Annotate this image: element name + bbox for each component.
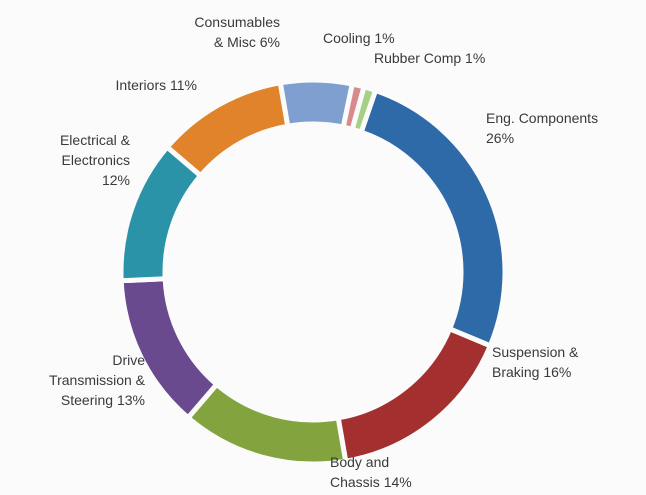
value-label: 12% <box>101 172 130 188</box>
value-label: 16% <box>543 364 572 380</box>
donut-slice <box>358 87 508 350</box>
category-label: Body and Chassis <box>330 454 390 490</box>
donut-slice <box>163 79 291 180</box>
donut-slice <box>335 325 494 465</box>
slice-label: Drive Transmission & Steering 13% <box>30 350 145 410</box>
category-label: Suspension & Braking <box>492 344 579 380</box>
category-label: Electrical & Electronics <box>59 132 130 168</box>
category-label: Consumables & Misc <box>194 14 280 50</box>
slice-label: Suspension & Braking 16% <box>492 342 602 382</box>
slice-label: Cooling 1% <box>323 28 413 48</box>
category-label: Drive Transmission & Steering <box>49 352 145 408</box>
slice-label: Rubber Comp 1% <box>374 48 504 68</box>
value-label: 14% <box>383 474 412 490</box>
value-label: 13% <box>116 392 145 408</box>
slice-label: Electrical & Electronics 12% <box>40 130 130 190</box>
category-label: Interiors <box>115 77 167 93</box>
slice-label: Interiors 11% <box>70 75 197 95</box>
category-label: Eng. Components <box>486 110 599 126</box>
donut-slice <box>277 77 356 131</box>
value-label: 26% <box>486 130 515 146</box>
value-label: 6% <box>259 34 280 50</box>
value-label: 1% <box>374 30 395 46</box>
slice-label: Body and Chassis 14% <box>330 452 420 492</box>
value-label: 11% <box>170 77 197 93</box>
donut-slice <box>184 380 349 467</box>
category-label: Cooling <box>323 30 371 46</box>
category-label: Rubber Comp <box>374 50 462 66</box>
slice-label: Eng. Components 26% <box>486 108 611 148</box>
value-label: 1% <box>465 50 486 66</box>
donut-slice <box>349 83 379 136</box>
slice-label: Consumables & Misc 6% <box>188 12 280 52</box>
